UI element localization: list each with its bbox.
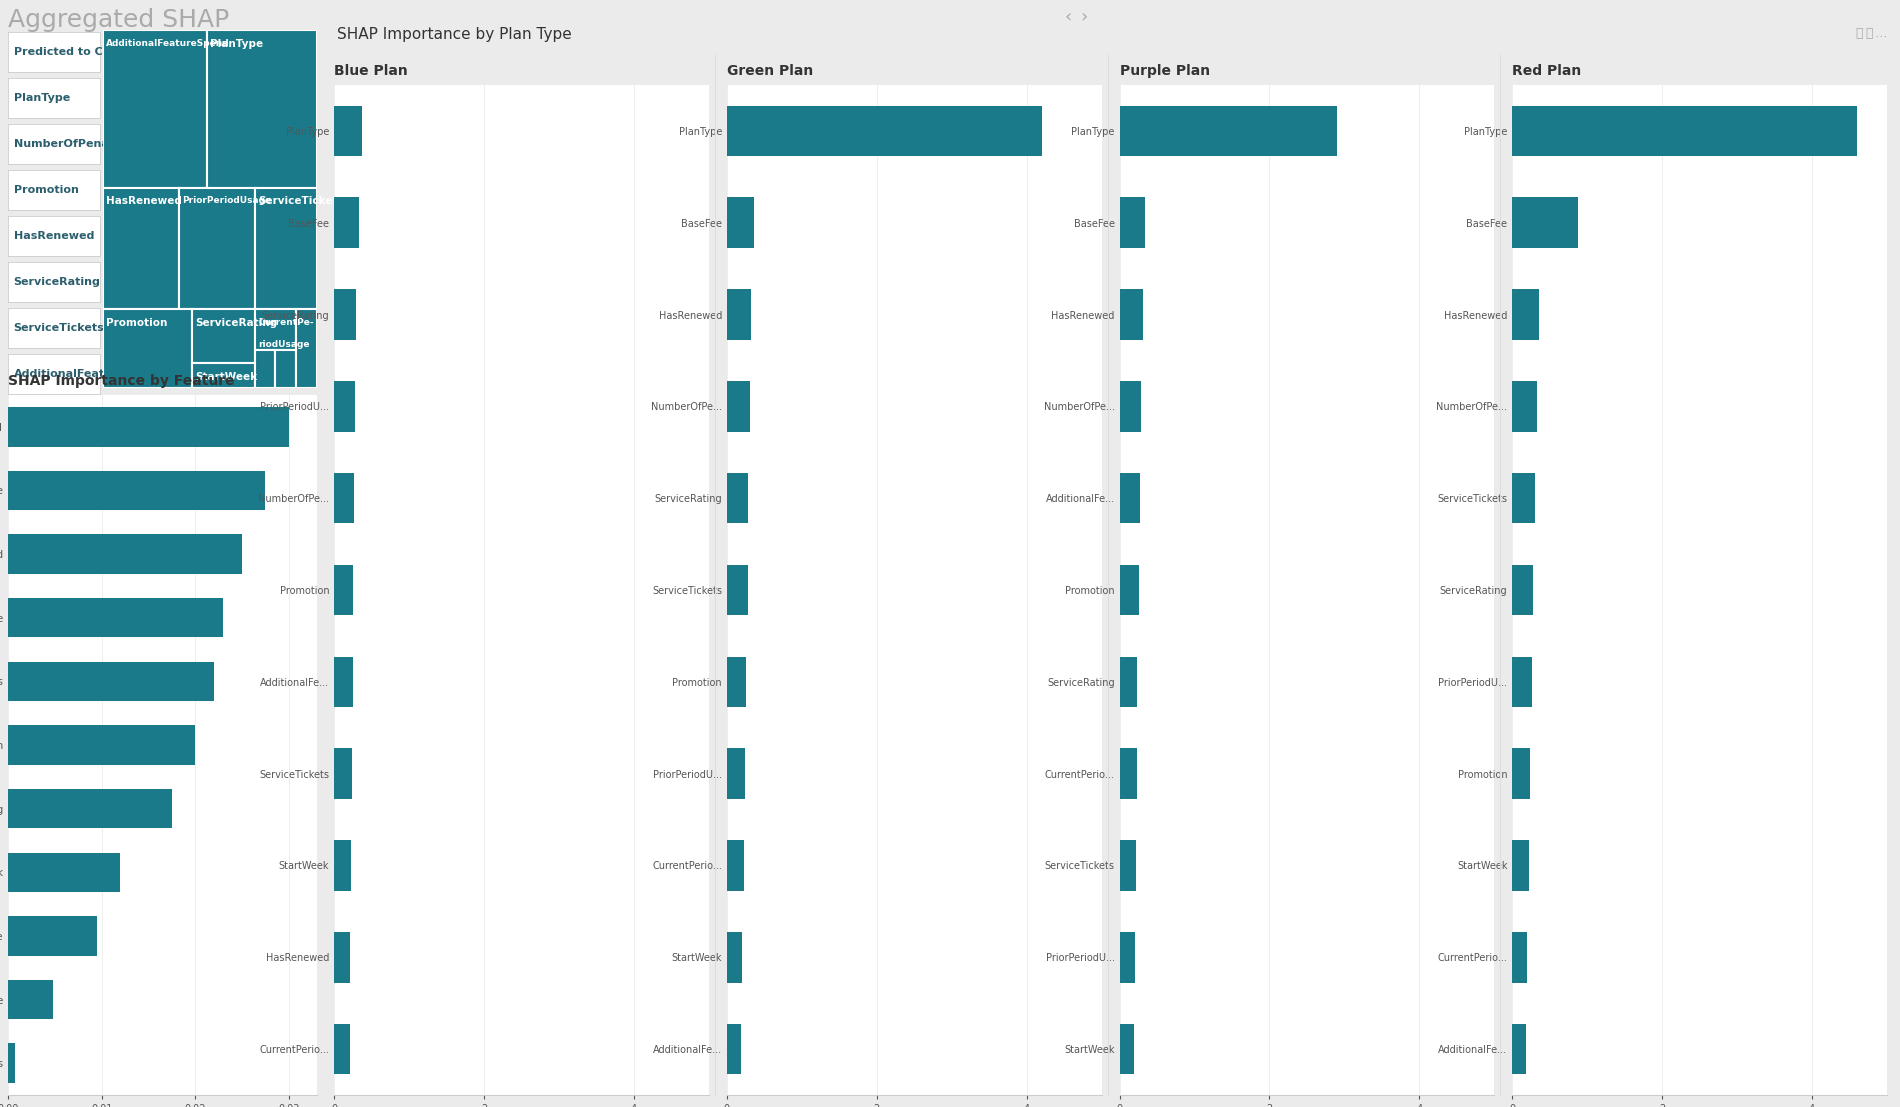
Text: ›: ›	[1079, 8, 1087, 25]
Bar	[1512, 748, 1530, 799]
Text: PlanType: PlanType	[211, 39, 262, 49]
Bar	[1119, 289, 1142, 340]
Bar	[1512, 840, 1530, 891]
Text: PriorPeriodUsage: PriorPeriodUsage	[182, 196, 272, 206]
Text: SHAP Importance by Feature: SHAP Importance by Feature	[8, 374, 234, 389]
Bar	[8, 662, 215, 701]
Bar	[8, 852, 120, 892]
Text: ServiceTickets: ServiceTickets	[258, 196, 344, 207]
Text: …: …	[1875, 27, 1887, 40]
Bar	[8, 470, 266, 510]
Bar	[103, 30, 207, 187]
Bar	[8, 917, 97, 955]
Bar	[334, 565, 353, 615]
Bar	[1119, 1024, 1134, 1074]
Bar	[1512, 932, 1528, 983]
Bar	[334, 105, 363, 156]
Bar	[334, 473, 353, 524]
Text: Promotion: Promotion	[13, 185, 78, 195]
Bar	[1119, 748, 1136, 799]
Bar	[8, 598, 224, 638]
Text: SHAP Importance by Plan Type: SHAP Importance by Plan Type	[336, 27, 572, 42]
Bar	[726, 1024, 741, 1074]
Bar	[207, 30, 317, 187]
Bar	[334, 840, 352, 891]
Bar	[726, 105, 1041, 156]
Bar	[255, 351, 276, 387]
Text: AdditionalFeatureSpend: AdditionalFeatureSpend	[106, 39, 230, 48]
Text: Predicted to Churn: Predicted to Churn	[13, 46, 131, 56]
Bar	[1119, 840, 1136, 891]
Bar	[334, 1024, 350, 1074]
Bar	[255, 187, 317, 309]
Text: ServiceRating: ServiceRating	[196, 318, 277, 328]
Bar	[1512, 473, 1535, 524]
Bar	[1512, 565, 1533, 615]
Text: Purple Plan: Purple Plan	[1119, 64, 1210, 79]
Bar	[726, 565, 749, 615]
Bar	[192, 309, 255, 363]
Bar	[103, 187, 179, 309]
Text: PlanType: PlanType	[13, 93, 70, 103]
Bar	[334, 197, 359, 248]
Bar	[726, 932, 743, 983]
Bar	[334, 748, 352, 799]
Bar	[726, 197, 754, 248]
Bar	[726, 289, 752, 340]
Text: Red Plan: Red Plan	[1512, 64, 1581, 79]
Bar	[1512, 105, 1856, 156]
Text: HasRenewed: HasRenewed	[13, 231, 93, 241]
Text: Green Plan: Green Plan	[726, 64, 813, 79]
Bar	[334, 656, 353, 707]
Bar	[334, 381, 355, 432]
Text: ⤢: ⤢	[1866, 27, 1873, 40]
Bar	[726, 473, 749, 524]
Text: ServiceRating: ServiceRating	[13, 277, 101, 287]
Bar	[726, 748, 745, 799]
Bar	[334, 932, 350, 983]
Text: StartWeek: StartWeek	[196, 372, 256, 382]
Bar	[1119, 656, 1138, 707]
Bar	[1119, 197, 1146, 248]
Bar	[103, 309, 192, 387]
Bar	[1512, 381, 1537, 432]
Bar	[1119, 381, 1142, 432]
Bar	[726, 656, 747, 707]
Bar	[1119, 473, 1140, 524]
Text: Aggregated SHAP: Aggregated SHAP	[8, 8, 230, 32]
Bar	[1119, 932, 1134, 983]
Bar	[192, 363, 255, 387]
Bar	[1119, 565, 1138, 615]
Bar	[296, 309, 317, 387]
Bar	[1512, 1024, 1526, 1074]
Bar	[1512, 656, 1531, 707]
Bar	[1512, 289, 1539, 340]
Text: Promotion: Promotion	[106, 318, 167, 328]
Bar	[726, 840, 745, 891]
Text: ServiceTickets: ServiceTickets	[13, 323, 104, 333]
Text: BaseFee: BaseFee	[13, 415, 65, 425]
Bar	[179, 187, 255, 309]
Bar	[8, 725, 196, 765]
Bar	[8, 980, 53, 1020]
Text: ⓘ: ⓘ	[1854, 27, 1862, 40]
Bar	[726, 381, 751, 432]
Text: HasRenewed: HasRenewed	[106, 196, 182, 207]
Text: ‹: ‹	[1066, 8, 1072, 25]
Text: Blue Plan: Blue Plan	[334, 64, 408, 79]
Text: CurrentPe-: CurrentPe-	[258, 318, 314, 328]
Bar	[8, 1044, 15, 1083]
Bar	[334, 289, 357, 340]
Text: riodUsage: riodUsage	[258, 340, 310, 349]
Bar	[8, 407, 289, 446]
Bar	[1512, 197, 1579, 248]
Bar	[255, 309, 296, 351]
Bar	[8, 789, 171, 828]
Text: AdditionalFeatureSp...: AdditionalFeatureSp...	[13, 369, 154, 379]
Bar	[276, 351, 296, 387]
Bar	[1119, 105, 1338, 156]
Text: NumberOfPenalties: NumberOfPenalties	[13, 139, 135, 149]
Bar	[8, 535, 241, 573]
